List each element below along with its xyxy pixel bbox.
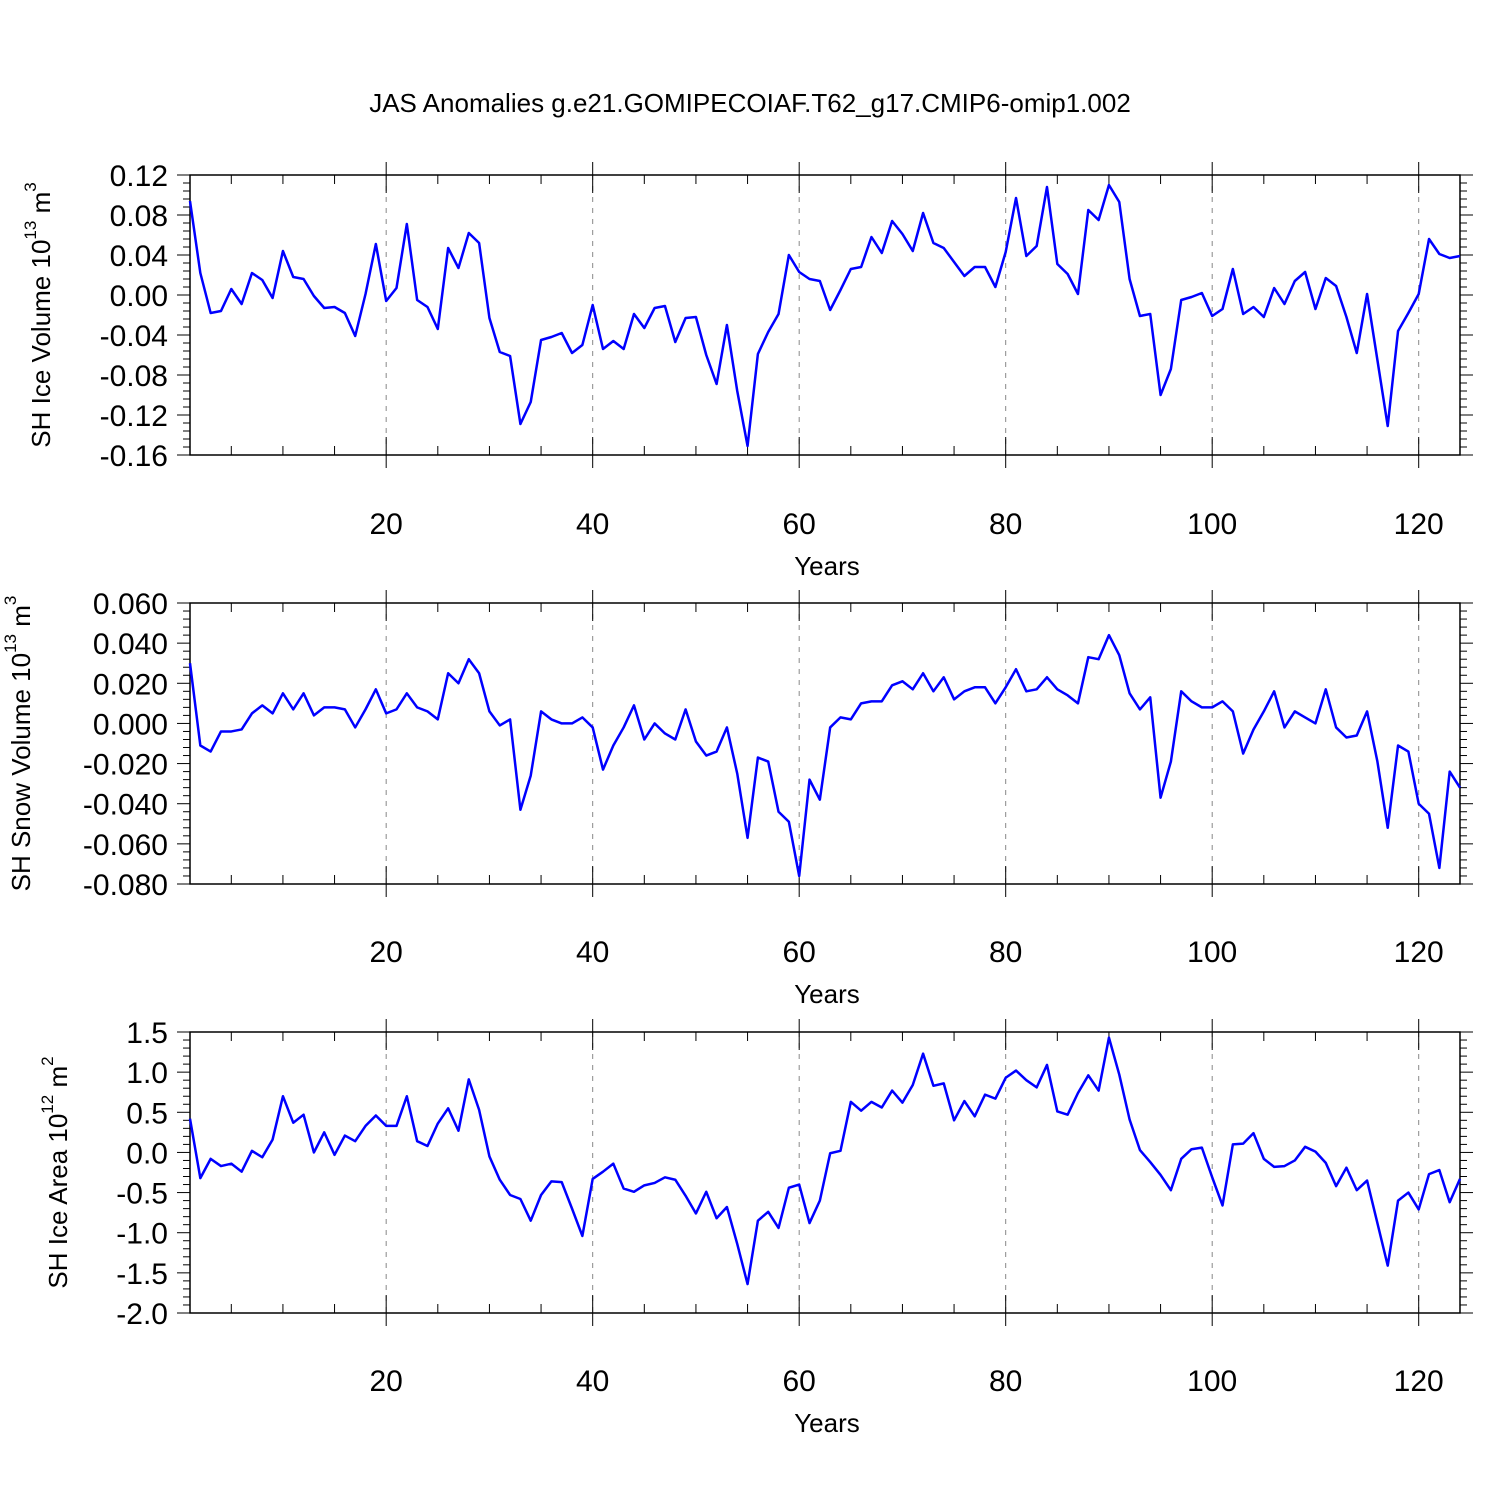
- y-axis-title-exponent: 3: [1, 596, 20, 605]
- series-line: [188, 183, 1461, 448]
- x-tick-label: 60: [782, 508, 815, 541]
- y-tick-label: -0.020: [83, 749, 168, 782]
- y-tick-label: -0.5: [116, 1178, 168, 1211]
- x-tick-label: 20: [369, 508, 402, 541]
- plot-frame: [189, 602, 1461, 885]
- y-tick-label: 0.0: [126, 1137, 168, 1170]
- x-tick-label: 100: [1187, 508, 1237, 541]
- y-axis-title-exponent: 13: [21, 221, 40, 240]
- y-axis-title-exponent: 12: [38, 1095, 57, 1114]
- x-tick-label: 20: [369, 936, 402, 969]
- figure-title: JAS Anomalies g.e21.GOMIPECOIAF.T62_g17.…: [369, 88, 1131, 118]
- y-tick-label: -1.0: [116, 1218, 168, 1251]
- y-tick-label: 0.12: [110, 160, 168, 193]
- y-axis-title-exponent: 2: [38, 1056, 57, 1065]
- y-tick-label: -1.5: [116, 1258, 168, 1291]
- x-tick-label: 100: [1187, 936, 1237, 969]
- y-tick-label: -0.080: [83, 869, 168, 902]
- x-tick-label: 120: [1394, 508, 1444, 541]
- x-tick-label: 120: [1394, 1365, 1444, 1398]
- y-tick-label: 0.5: [126, 1097, 168, 1130]
- y-axis-title-text: m: [43, 1066, 73, 1095]
- panel-ice-volume: 20 40 60 80 100 120 -0.16 -0.12 -0.08 -0.04 0.00 0.…: [21, 160, 1473, 581]
- y-tick-label: -0.060: [83, 829, 168, 862]
- series-line: [188, 1036, 1462, 1286]
- y-tick-label: -0.040: [83, 789, 168, 822]
- x-tick-label: 80: [989, 936, 1022, 969]
- panel-snow-volume: 20 40 60 80 100 120 -0.080 -0.060 -0.040 -0.020 0.…: [1, 588, 1473, 1009]
- y-tick-label: 1.5: [126, 1017, 168, 1050]
- y-axis-title: SH Ice Volume 1013 m3: [21, 182, 55, 447]
- x-tick-label: 80: [989, 1365, 1022, 1398]
- y-tick-label: 1.0: [126, 1057, 168, 1090]
- y-tick-label: 0.08: [110, 200, 168, 233]
- y-tick-label: -0.04: [100, 320, 168, 353]
- x-tick-label: 100: [1187, 1365, 1237, 1398]
- x-tick-label: 40: [576, 936, 609, 969]
- x-tick-label: 120: [1394, 936, 1444, 969]
- y-tick-label: -0.16: [100, 440, 168, 473]
- x-tick-label: 60: [782, 936, 815, 969]
- series-line: [188, 633, 1462, 878]
- y-axis-title: SH Snow Volume 1013 m3: [1, 596, 35, 892]
- plot-frame: [189, 1031, 1461, 1314]
- y-axis-title: SH Ice Area 1012 m2: [38, 1056, 72, 1288]
- y-tick-label: 0.020: [93, 668, 168, 701]
- x-tick-label: 80: [989, 508, 1022, 541]
- y-tick-label: 0.000: [93, 708, 168, 741]
- x-axis-title: Years: [794, 979, 860, 1009]
- x-axis-title: Years: [794, 551, 860, 581]
- x-tick-label: 20: [369, 1365, 402, 1398]
- y-tick-label: 0.00: [110, 280, 168, 313]
- y-tick-label: -0.12: [100, 400, 168, 433]
- y-axis-title-text: SH Ice Volume 10: [26, 240, 56, 448]
- x-tick-label: 40: [576, 1365, 609, 1398]
- y-tick-label: 0.060: [93, 588, 168, 621]
- x-tick-label: 40: [576, 508, 609, 541]
- plot-frame: [189, 174, 1461, 456]
- y-tick-label: 0.040: [93, 628, 168, 661]
- y-tick-label: -2.0: [116, 1298, 168, 1331]
- x-axis-title: Years: [794, 1408, 860, 1438]
- y-tick-label: -0.08: [100, 360, 168, 393]
- y-axis-title-text: SH Ice Area 10: [43, 1114, 73, 1289]
- y-axis-title-text: SH Snow Volume 10: [6, 653, 36, 891]
- y-axis-title-text: m: [26, 192, 56, 221]
- y-axis-title-exponent: 3: [21, 182, 40, 191]
- y-axis-title-exponent: 13: [1, 634, 20, 653]
- y-axis-title-text: m: [6, 605, 36, 634]
- x-tick-label: 60: [782, 1365, 815, 1398]
- y-tick-label: 0.04: [110, 240, 168, 273]
- panel-ice-area: 20 40 60 80 100 120 -2.0 -1.5 -1.0 -0.5 0.0 0.5 1.0 1…: [38, 1017, 1473, 1438]
